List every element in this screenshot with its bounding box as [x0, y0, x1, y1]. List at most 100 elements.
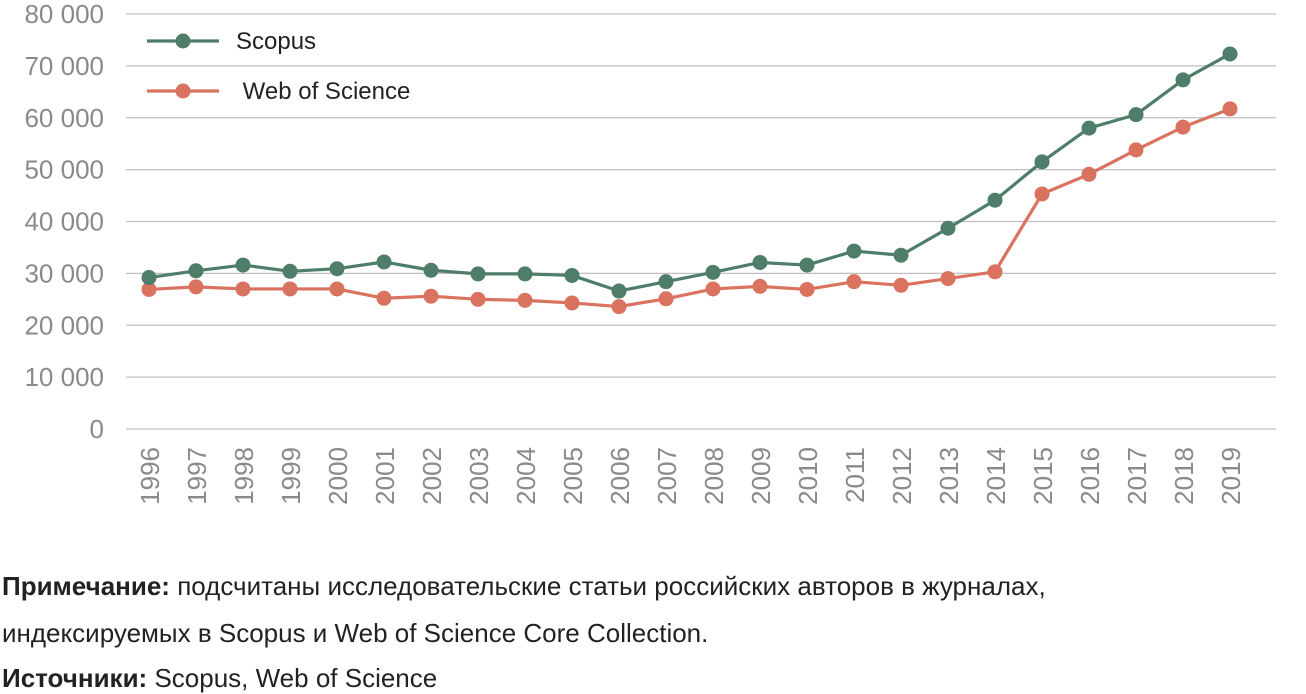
- x-tick-label: 2007: [652, 447, 682, 505]
- data-point: [705, 264, 721, 280]
- data-point: [1128, 107, 1144, 123]
- x-tick-label: 1997: [182, 447, 212, 505]
- y-tick-label: 50 000: [24, 155, 104, 185]
- y-tick-label: 40 000: [24, 207, 104, 237]
- x-tick-label: 2018: [1169, 447, 1199, 505]
- chart-note-continuation: индексируемых в Scopus и Web of Science …: [2, 620, 708, 646]
- x-tick-label: 2016: [1075, 447, 1105, 505]
- x-tick-label: 2017: [1122, 447, 1152, 505]
- series-scopus: [141, 46, 1238, 299]
- x-tick-label: 2010: [793, 447, 823, 505]
- y-tick-label: 80 000: [24, 0, 104, 29]
- data-point: [1175, 119, 1191, 135]
- data-point: [1034, 186, 1050, 202]
- data-point: [235, 281, 251, 297]
- data-point: [1081, 120, 1097, 136]
- data-point: [658, 291, 674, 307]
- x-tick-label: 2009: [746, 447, 776, 505]
- x-tick-label: 2002: [417, 447, 447, 505]
- x-tick-label: 2000: [323, 447, 353, 505]
- data-point: [282, 281, 298, 297]
- gridlines: [126, 13, 1276, 430]
- note-label: Примечание:: [2, 571, 170, 601]
- data-point: [188, 279, 204, 295]
- series-line: [148, 107, 1231, 309]
- x-tick-label: 1996: [135, 447, 165, 505]
- data-point: [658, 274, 674, 290]
- legend-marker: [175, 33, 191, 49]
- data-point: [564, 267, 580, 283]
- data-point: [329, 261, 345, 277]
- data-point: [987, 192, 1003, 208]
- data-point: [1128, 142, 1144, 158]
- data-point: [141, 281, 157, 297]
- chart-sources: Источники: Scopus, Web of Science: [2, 665, 437, 691]
- data-point: [1175, 72, 1191, 88]
- legend-label: Scopus: [236, 28, 316, 55]
- data-point: [893, 247, 909, 263]
- x-tick-label: 2012: [887, 447, 917, 505]
- data-point: [611, 283, 627, 299]
- x-tick-label: 2001: [370, 447, 400, 505]
- data-point: [799, 281, 815, 297]
- x-tick-label: 2013: [934, 447, 964, 505]
- x-tick-label: 2014: [981, 447, 1011, 505]
- y-tick-label: 30 000: [24, 258, 104, 288]
- y-tick-label: 20 000: [24, 310, 104, 340]
- series-layer: [141, 46, 1238, 315]
- x-tick-label: 2005: [558, 447, 588, 505]
- data-point: [846, 274, 862, 290]
- x-tick-label: 2003: [464, 447, 494, 505]
- series-line: [148, 52, 1231, 293]
- data-point: [423, 262, 439, 278]
- data-point: [376, 290, 392, 306]
- x-tick-label: 1998: [229, 447, 259, 505]
- data-point: [564, 295, 580, 311]
- data-point: [705, 281, 721, 297]
- y-axis-ticks: 0 10 000 20 000 30 000 40 000 50 000 60 000 70 …: [24, 0, 104, 444]
- note-text: подсчитаны исследовательские статьи росс…: [169, 571, 1046, 601]
- data-point: [141, 270, 157, 286]
- data-point: [423, 288, 439, 304]
- x-tick-label: 2004: [511, 447, 541, 505]
- x-tick-label: 2015: [1028, 447, 1058, 505]
- series-web-of-science: [141, 101, 1238, 315]
- data-point: [987, 264, 1003, 280]
- data-point: [329, 281, 345, 297]
- x-tick-label: 2006: [605, 447, 635, 505]
- data-point: [470, 291, 486, 307]
- x-axis-ticks: 1996 1997 1998 1999 2000 2001 2002 2003 2004 2005…: [135, 447, 1246, 505]
- data-point: [799, 257, 815, 273]
- sources-text: Scopus, Web of Science: [147, 663, 438, 693]
- data-point: [188, 263, 204, 279]
- legend-marker: [175, 83, 191, 99]
- x-tick-label: 2008: [699, 447, 729, 505]
- chart-note: Примечание: подсчитаны исследовательские…: [2, 573, 1046, 599]
- data-point: [752, 254, 768, 270]
- data-point: [1222, 101, 1238, 117]
- y-tick-label: 0: [90, 414, 104, 444]
- legend: Scopus Web of Science: [147, 28, 410, 105]
- data-point: [376, 254, 392, 270]
- data-point: [846, 243, 862, 259]
- data-point: [517, 292, 533, 308]
- data-point: [1222, 46, 1238, 62]
- data-point: [611, 299, 627, 315]
- data-point: [517, 266, 533, 282]
- legend-label: Web of Science: [236, 78, 410, 105]
- data-point: [893, 277, 909, 293]
- y-tick-label: 10 000: [24, 362, 104, 392]
- data-point: [940, 220, 956, 236]
- data-point: [1034, 154, 1050, 170]
- data-point: [470, 266, 486, 282]
- line-chart: 0 10 000 20 000 30 000 40 000 50 000 60 000 70 …: [24, 0, 1276, 505]
- data-point: [282, 263, 298, 279]
- x-tick-label: 2011: [840, 447, 870, 503]
- x-tick-label: 1999: [276, 447, 306, 505]
- data-point: [235, 257, 251, 273]
- x-tick-label: 2019: [1216, 447, 1246, 505]
- sources-label: Источники:: [2, 663, 148, 693]
- data-point: [1081, 166, 1097, 182]
- data-point: [752, 278, 768, 294]
- y-tick-label: 60 000: [24, 103, 104, 133]
